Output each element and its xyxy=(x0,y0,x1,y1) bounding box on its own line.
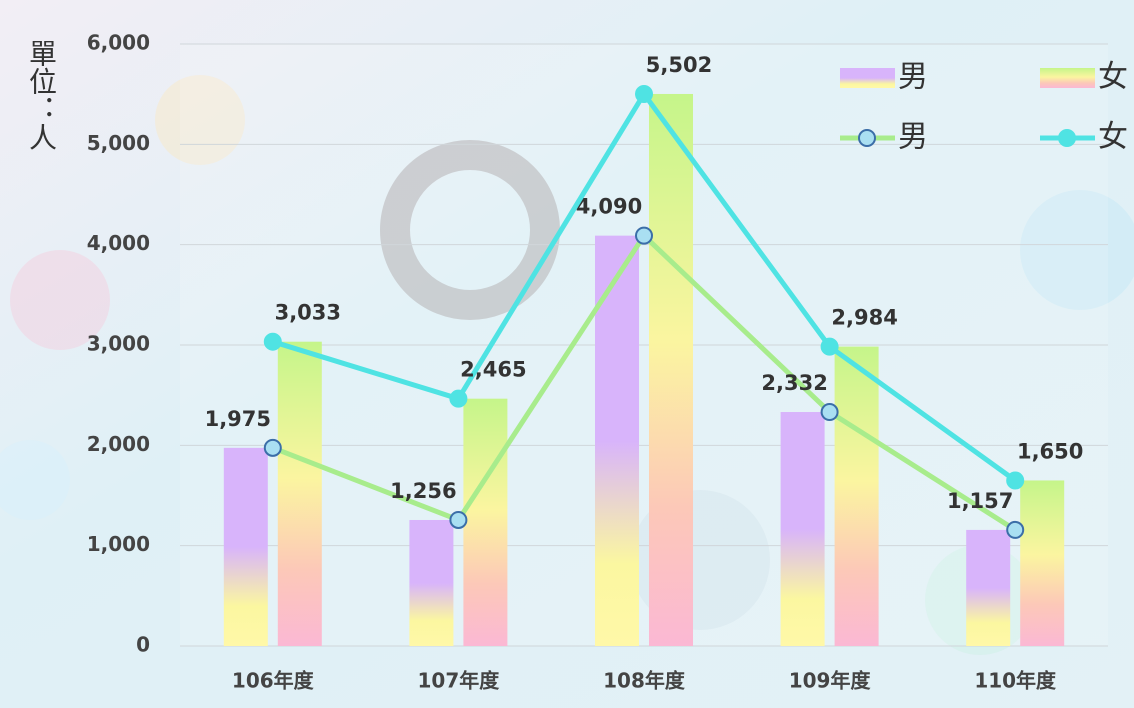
legend-label: 女 xyxy=(1098,120,1128,155)
legend-marker xyxy=(1058,129,1076,147)
marker xyxy=(449,389,468,408)
data-label: 1,256 xyxy=(390,479,456,503)
bar xyxy=(649,93,693,646)
x-tick-label: 108年度 xyxy=(603,669,686,693)
data-label: 2,332 xyxy=(761,371,827,395)
bar xyxy=(1020,480,1065,646)
data-label: 2,465 xyxy=(460,358,526,382)
data-label: 4,090 xyxy=(576,195,642,219)
y-tick-label: 1,000 xyxy=(87,532,150,556)
data-label: 2,984 xyxy=(831,306,897,330)
legend-label: 男 xyxy=(898,60,928,95)
y-tick-label: 6,000 xyxy=(87,31,150,55)
bar xyxy=(834,346,879,646)
marker xyxy=(263,332,282,351)
bar xyxy=(463,398,508,646)
legend-swatch xyxy=(1040,68,1095,88)
legend-swatch xyxy=(840,68,895,88)
bar xyxy=(277,341,322,646)
bar xyxy=(780,412,825,646)
bar xyxy=(409,519,454,646)
y-axis-label: 單位：人 xyxy=(25,39,58,151)
x-tick-label: 106年度 xyxy=(232,669,315,693)
data-label: 1,650 xyxy=(1017,439,1083,463)
marker xyxy=(820,403,839,422)
bar xyxy=(223,447,268,646)
data-label: 1,157 xyxy=(947,489,1013,513)
marker xyxy=(635,226,653,245)
y-tick-label: 5,000 xyxy=(87,131,150,155)
bar xyxy=(966,529,1011,646)
data-label: 5,502 xyxy=(646,53,712,77)
x-tick-label: 107年度 xyxy=(418,669,501,693)
legend-marker xyxy=(858,129,876,147)
y-tick-label: 2,000 xyxy=(87,432,150,456)
y-tick-label: 0 xyxy=(136,633,150,657)
marker xyxy=(1006,520,1025,539)
data-label: 1,975 xyxy=(205,407,271,431)
data-label: 3,033 xyxy=(275,301,341,325)
marker xyxy=(1006,471,1025,490)
y-tick-label: 4,000 xyxy=(87,231,150,255)
marker xyxy=(449,510,468,529)
marker xyxy=(820,337,839,356)
marker xyxy=(635,84,653,103)
legend-label: 男 xyxy=(898,120,928,155)
y-tick-label: 3,000 xyxy=(87,332,150,356)
x-tick-label: 109年度 xyxy=(789,669,872,693)
x-tick-label: 110年度 xyxy=(974,669,1057,693)
marker xyxy=(263,438,282,457)
legend-label: 女 xyxy=(1098,60,1128,95)
